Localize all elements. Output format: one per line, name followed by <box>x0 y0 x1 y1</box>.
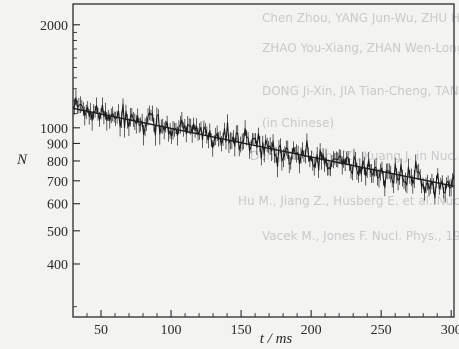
bleed-text-line: ZHAO You-Xiang, ZHAN Wen-Long, G <box>262 41 459 55</box>
x-tick-label: 100 <box>161 323 182 338</box>
bleed-through-text: Chen Zhou, YANG Jun-Wu, ZHU Hong-ping ZHA… <box>238 11 459 243</box>
y-tick-label: 1000 <box>40 122 68 137</box>
y-tick-label: 400 <box>47 258 68 273</box>
bleed-text-line: (in Chinese) <box>262 116 334 130</box>
x-axis-title: t / ms <box>260 331 293 347</box>
bleed-text-line: Vacek M., Jones F. Nucl. Phys., 1987 <box>262 229 459 243</box>
x-tick-label: 200 <box>301 323 322 338</box>
y-tick-label: 700 <box>47 175 68 190</box>
x-tick-label: 300 <box>441 323 459 338</box>
x-tick-label: 50 <box>94 323 108 338</box>
x-tick-label: 250 <box>371 323 392 338</box>
x-axis: 50 100 150 200 250 300 <box>86 310 459 338</box>
bleed-text-line: Hu M., Jiang Z., Husberg E. et al. Nucl. <box>238 194 459 208</box>
y-tick-label: 600 <box>47 198 68 213</box>
y-tick-label: 900 <box>47 137 68 152</box>
x-tick-label: 150 <box>231 323 252 338</box>
y-tick-label: 2000 <box>40 19 68 34</box>
bleed-text-line: DONG Ji-Xin, JIA Tian-Cheng, TANG <box>262 84 459 98</box>
y-tick-label: 500 <box>47 225 68 240</box>
bleed-text-line: Chen Zhou, YANG Jun-Wu, ZHU Hong-ping <box>262 11 459 25</box>
fit-line <box>72 107 455 187</box>
y-tick-label: 800 <box>47 155 68 170</box>
y-axis-title: N <box>16 152 28 168</box>
plot-area <box>72 89 455 205</box>
